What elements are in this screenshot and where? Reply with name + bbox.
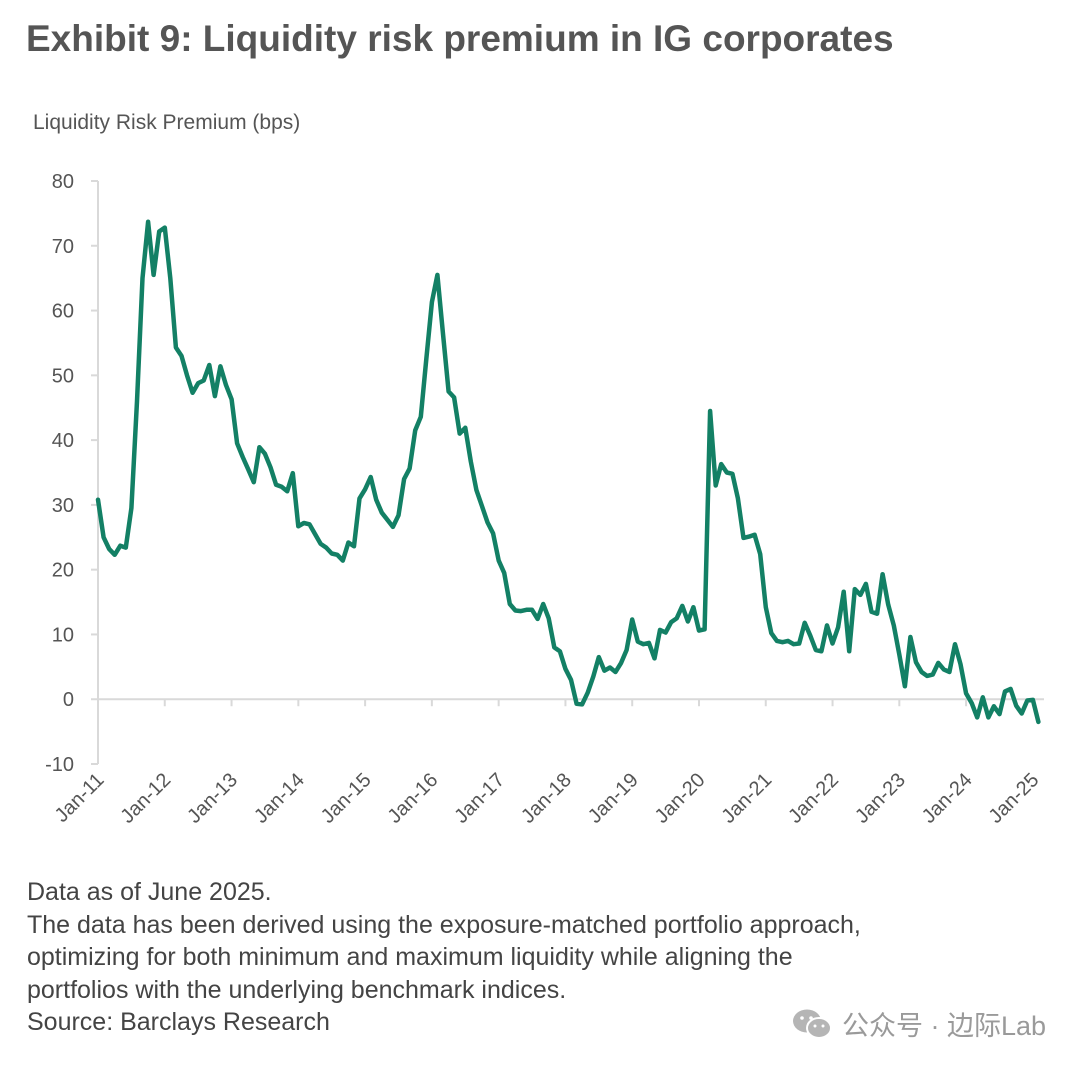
x-tick-label: Jan-14 (250, 769, 309, 828)
watermark: 公众号 · 边际Lab (792, 1004, 1046, 1043)
series-group (95, 219, 1041, 725)
y-axis: -10 0 10 20 30 40 50 60 70 80 (45, 171, 99, 776)
note-data-date: Data as of June 2025. (27, 878, 272, 906)
x-tick-label: Jan-15 (317, 769, 376, 828)
y-tick-label: 20 (52, 560, 74, 582)
x-tick-label: Jan-25 (985, 769, 1044, 828)
x-tick-label: Jan-19 (584, 769, 643, 828)
y-tick-label: 80 (52, 171, 74, 193)
x-tick-label: Jan-11 (51, 769, 109, 827)
y-tick-label: 60 (52, 301, 74, 323)
x-axis: Jan-11 Jan-12 Jan-13 Jan-14 Jan-15 Jan-16 Jan-… (51, 698, 1044, 828)
y-tick-label: 40 (52, 430, 74, 452)
x-tick-label: Jan-13 (183, 769, 242, 828)
note-source: Source: Barclays Research (27, 1008, 330, 1036)
x-tick-label: Jan-18 (517, 769, 576, 828)
y-tick-label: 30 (52, 495, 74, 517)
y-axis-label: Liquidity Risk Premium (bps) (33, 111, 300, 134)
note-methodology-1: The data has been derived using the expo… (27, 910, 861, 939)
y-tick-label: 0 (63, 689, 74, 711)
wechat-icon (792, 1009, 832, 1039)
series-line-liquidity-risk-premium (95, 219, 1041, 725)
x-tick-label: Jan-20 (651, 769, 710, 828)
x-tick-label: Jan-16 (384, 769, 443, 828)
y-tick-label: 50 (52, 365, 74, 387)
x-tick-label: Jan-12 (117, 769, 176, 828)
line-chart: Liquidity Risk Premium (bps) -10 0 10 20 30 4… (33, 111, 1044, 828)
x-tick-label: Jan-23 (851, 769, 910, 828)
chart-notes: Data as of June 2025. The data has been … (27, 876, 1027, 1039)
y-tick-label: 70 (52, 236, 74, 258)
y-tick-label: -10 (45, 754, 74, 776)
watermark-text: 公众号 · 边际Lab (841, 1011, 1046, 1041)
x-tick-label: Jan-21 (717, 769, 776, 828)
note-methodology-2: optimizing for both minimum and maximum … (27, 943, 793, 971)
x-tick-label: Jan-17 (450, 769, 509, 828)
y-tick-label: 10 (52, 624, 74, 646)
x-tick-label: Jan-24 (918, 769, 977, 828)
exhibit-title: Exhibit 9: Liquidity risk premium in IG … (26, 18, 894, 59)
note-methodology-3: portfolios with the underlying benchmark… (27, 975, 567, 1004)
x-tick-label: Jan-22 (784, 769, 843, 828)
